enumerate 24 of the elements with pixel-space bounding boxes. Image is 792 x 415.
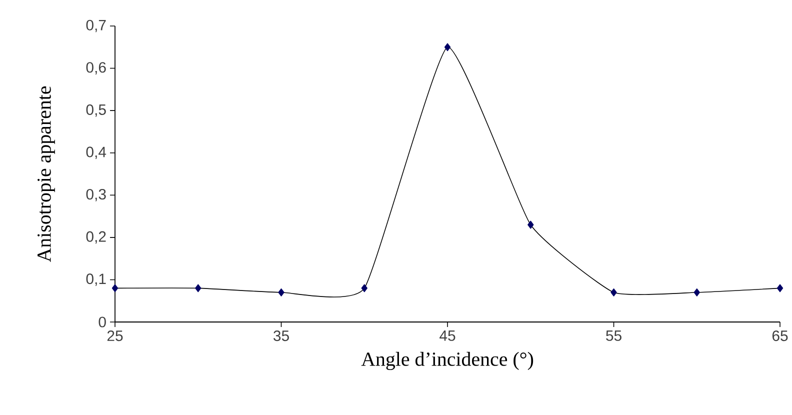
point — [195, 284, 202, 292]
y-tick-label: 0,6 — [86, 62, 106, 74]
y-tick-label: 0,1 — [86, 274, 106, 286]
x-tick-label: 55 — [606, 330, 622, 341]
point — [694, 288, 700, 296]
point — [112, 284, 118, 292]
y-tick-label: 0,5 — [86, 104, 106, 117]
y-tick-label: 0,2 — [86, 231, 106, 244]
point — [610, 288, 617, 296]
y-tick-label: 0,4 — [86, 146, 106, 160]
y-tick-label: 0 — [98, 316, 106, 328]
x-tick-label: 65 — [772, 330, 788, 342]
point — [444, 43, 451, 52]
point — [528, 220, 534, 229]
x-tick-label: 25 — [107, 330, 123, 342]
point — [361, 284, 368, 292]
point — [278, 288, 284, 296]
y-axis-title: Anisotropie apparente — [38, 86, 55, 262]
point — [776, 284, 784, 292]
x-axis-title: Angle d’incidence (°) — [361, 352, 534, 370]
x-tick-label: 35 — [274, 330, 289, 342]
y-tick-label: 0,7 — [86, 20, 106, 32]
x-tick-label: 45 — [440, 330, 456, 341]
y-tick-label: 0,3 — [86, 188, 106, 202]
